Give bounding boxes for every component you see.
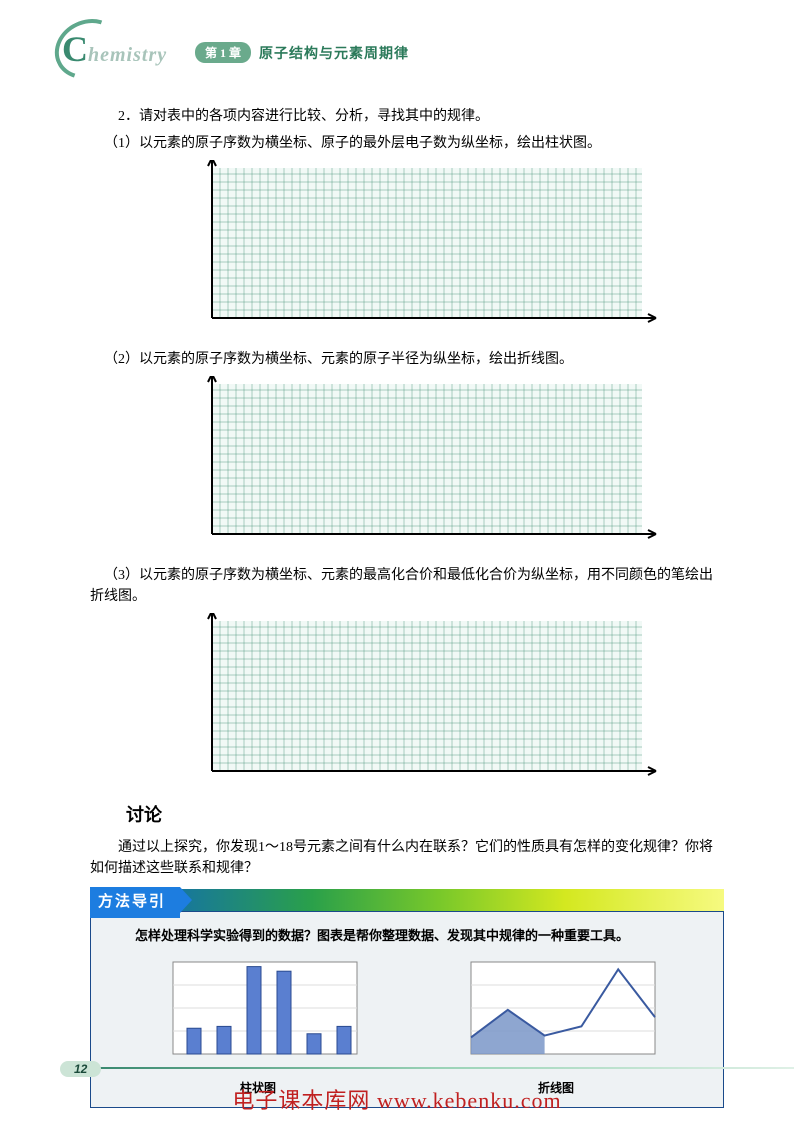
page-header: C hemistry 第 1 章 原子结构与元素周期律 [0,0,794,98]
discussion-heading: 讨论 [126,802,724,829]
blank-grid-chart-1 [200,160,724,337]
chapter-title: 原子结构与元素周期律 [259,43,409,63]
blank-grid-chart-2 [200,376,724,553]
chapter-number: 第 1 章 [195,42,251,63]
method-guide-banner: 方法导引 [90,889,724,911]
question-2-2: （2）以元素的原子序数为横坐标、元素的原子半径为纵坐标，绘出折线图。 [90,349,724,370]
chapter-badge: 第 1 章 原子结构与元素周期律 [195,42,409,63]
watermark-url: www.kebenku.com [377,1088,562,1113]
question-2-1: （1）以元素的原子序数为横坐标、原子的最外层电子数为纵坐标，绘出柱状图。 [90,133,724,154]
watermark: 电子课本库网 www.kebenku.com [0,1083,794,1115]
blank-grid-chart-3 [200,613,724,790]
watermark-cn: 电子课本库网 [232,1088,370,1113]
footer-divider [100,1067,794,1069]
page-body: 2．请对表中的各项内容进行比较、分析，寻找其中的规律。 （1）以元素的原子序数为… [0,106,794,1108]
question-2: 2．请对表中的各项内容进行比较、分析，寻找其中的规律。 [90,106,724,127]
method-guide-label: 方法导引 [90,887,180,918]
page-footer: 12 [0,1059,794,1079]
discussion-body: 通过以上探究，你发现1～18号元素之间有什么内在联系？它们的性质具有怎样的变化规… [90,837,724,879]
page-number: 12 [60,1061,101,1077]
logo-letter-c: C [62,28,88,70]
question-2-3: （3）以元素的原子序数为横坐标、元素的最高化合价和最低化合价为纵坐标，用不同颜色… [90,565,724,607]
logo-letter-rest: hemistry [88,44,167,67]
method-guide-text: 怎样处理科学实验得到的数据？图表是帮你整理数据、发现其中规律的一种重要工具。 [109,926,705,946]
chemistry-logo: C hemistry [62,28,794,70]
